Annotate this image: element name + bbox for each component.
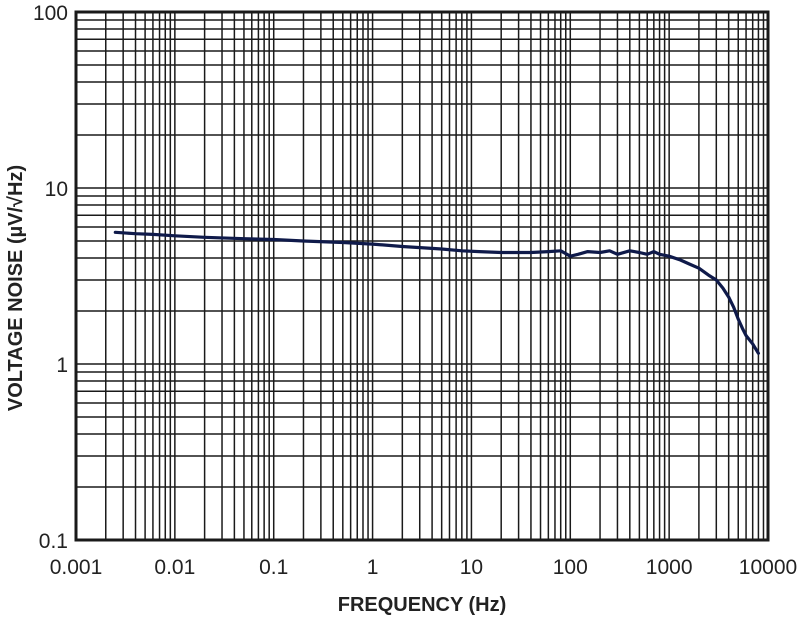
x-tick-label: 0.001 bbox=[50, 556, 103, 579]
y-tick-label: 0.1 bbox=[39, 530, 68, 553]
x-tick-label: 0.1 bbox=[259, 556, 288, 579]
x-tick-label: 1 bbox=[367, 556, 379, 579]
y-tick-label: 10 bbox=[45, 178, 68, 201]
x-tick-label: 10 bbox=[460, 556, 483, 579]
x-tick-label: 100 bbox=[553, 556, 588, 579]
y-axis-label: VOLTAGE NOISE (µV/√Hz) bbox=[5, 165, 27, 411]
x-tick-label: 0.01 bbox=[154, 556, 195, 579]
grid-lines bbox=[75, 12, 768, 541]
y-tick-label: 1 bbox=[56, 354, 68, 377]
x-axis-label: FREQUENCY (Hz) bbox=[338, 594, 507, 616]
y-tick-label: 100 bbox=[33, 2, 68, 25]
plot-frame bbox=[74, 10, 770, 542]
x-tick-label: 1000 bbox=[646, 556, 693, 579]
series-layer bbox=[113, 230, 761, 355]
x-tick-labels: 0.001 0.01 0.1 1 10 100 1000 10000 bbox=[50, 556, 797, 579]
y-tick-labels: 0.1 1 10 100 bbox=[33, 2, 68, 553]
noise-curve bbox=[113, 230, 761, 355]
x-tick-label: 10000 bbox=[739, 556, 797, 579]
